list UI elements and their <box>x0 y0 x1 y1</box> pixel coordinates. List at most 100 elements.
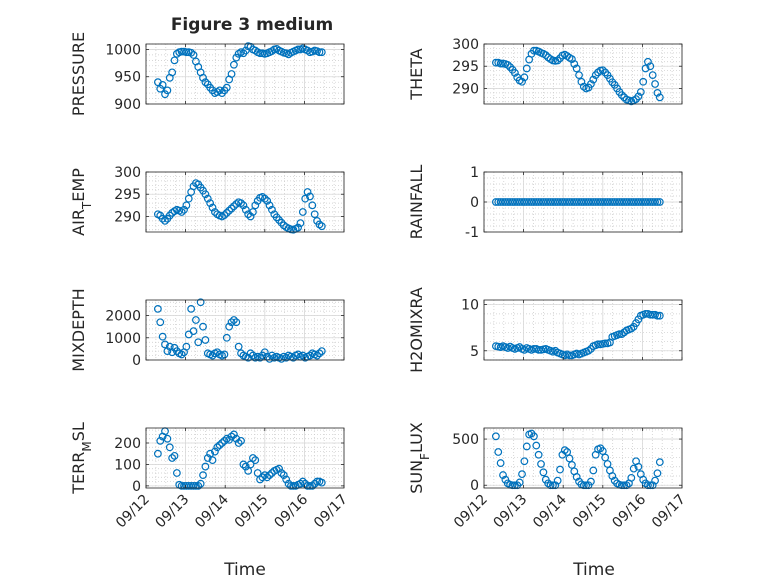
data-point <box>565 454 574 463</box>
data-point <box>551 481 560 490</box>
data-point <box>646 310 655 319</box>
data-point <box>317 48 326 57</box>
subplot-theta: 290 295 300 THETA <box>407 37 683 106</box>
data-point <box>296 479 305 488</box>
data-point <box>158 214 167 223</box>
y-tick-label: 950 <box>114 70 141 86</box>
x-tick-label: 09/12 <box>451 492 491 532</box>
data-point <box>568 461 576 469</box>
y-tick-label: 2000 <box>105 309 141 325</box>
data-point <box>184 194 193 203</box>
y-axis-label: PRESSURE <box>69 32 88 116</box>
data-point <box>518 77 526 86</box>
data-point <box>220 350 229 359</box>
data-point <box>515 478 524 487</box>
data-point <box>563 448 572 456</box>
data-point <box>648 71 657 80</box>
data-point <box>189 51 198 59</box>
data-point <box>239 201 248 210</box>
y-axis-label: MIXDEPTH <box>69 288 88 371</box>
data-point <box>587 477 595 486</box>
y-axis-label: THETA <box>407 48 426 100</box>
data-point <box>584 346 593 355</box>
data-point <box>201 190 210 199</box>
data-point <box>315 48 324 57</box>
data-point <box>225 206 234 215</box>
data-point <box>191 481 200 490</box>
data-point <box>655 311 664 320</box>
data-point <box>572 473 581 481</box>
data-point <box>298 477 307 486</box>
data-point <box>522 442 531 451</box>
data-point <box>491 58 500 67</box>
data-point <box>308 481 317 490</box>
data-point <box>215 441 224 450</box>
x-tick-label: 09/14 <box>530 491 570 531</box>
data-point <box>594 340 602 349</box>
data-point <box>622 481 631 490</box>
data-point <box>553 56 562 65</box>
data-point <box>496 59 505 68</box>
data-point <box>522 64 531 73</box>
data-point <box>153 304 162 313</box>
subplot-air-temp: 290 295 300 AIRTEMP <box>69 165 345 236</box>
data-point <box>648 310 657 319</box>
data-point <box>194 481 203 490</box>
data-point <box>496 459 505 467</box>
data-point <box>258 192 267 201</box>
data-point <box>220 211 229 220</box>
data-point <box>641 479 650 488</box>
y-axis-label: RAINFALL <box>407 165 426 240</box>
data-point <box>156 436 165 445</box>
data-point <box>187 304 196 313</box>
data-point <box>265 471 274 480</box>
data-point <box>177 350 186 359</box>
data-point <box>648 481 657 490</box>
data-point <box>518 470 526 479</box>
y-tick-label: -1 <box>465 225 479 241</box>
data-point <box>615 330 624 339</box>
data-point <box>530 46 538 55</box>
data-point <box>653 469 662 478</box>
y-tick-label: 0 <box>132 353 141 369</box>
data-point <box>153 449 162 458</box>
data-point <box>268 351 276 360</box>
data-point <box>213 443 222 452</box>
y-tick-label: 0 <box>132 479 141 495</box>
data-point <box>510 68 519 77</box>
data-point <box>232 53 241 62</box>
data-point <box>582 481 591 490</box>
data-point <box>260 471 269 480</box>
y-tick-label: 1000 <box>105 42 141 58</box>
data-point <box>644 481 652 490</box>
data-point <box>308 201 317 210</box>
data-point <box>260 194 269 203</box>
data-point <box>227 432 236 441</box>
data-point <box>222 83 231 92</box>
data-point <box>313 351 321 360</box>
x-tick-label: 09/13 <box>491 492 531 532</box>
data-point <box>263 196 272 205</box>
data-point <box>572 64 581 73</box>
data-point <box>627 324 636 333</box>
data-point <box>172 469 181 477</box>
data-point <box>210 447 219 456</box>
data-point <box>168 348 177 357</box>
data-point <box>598 66 607 75</box>
data-point <box>634 92 643 101</box>
y-tick-label: 290 <box>114 209 141 225</box>
data-point <box>546 481 555 490</box>
data-point <box>608 472 617 480</box>
data-point <box>203 194 212 203</box>
data-point <box>177 208 186 216</box>
data-point <box>634 462 643 471</box>
data-point <box>310 479 319 488</box>
data-point <box>541 51 550 60</box>
data-point <box>201 336 210 344</box>
data-point <box>589 75 598 84</box>
data-point <box>579 82 588 91</box>
data-point <box>617 481 626 490</box>
data-point <box>494 448 503 456</box>
y-axis-label: SUNFLUX <box>407 422 432 494</box>
data-point <box>258 473 267 482</box>
